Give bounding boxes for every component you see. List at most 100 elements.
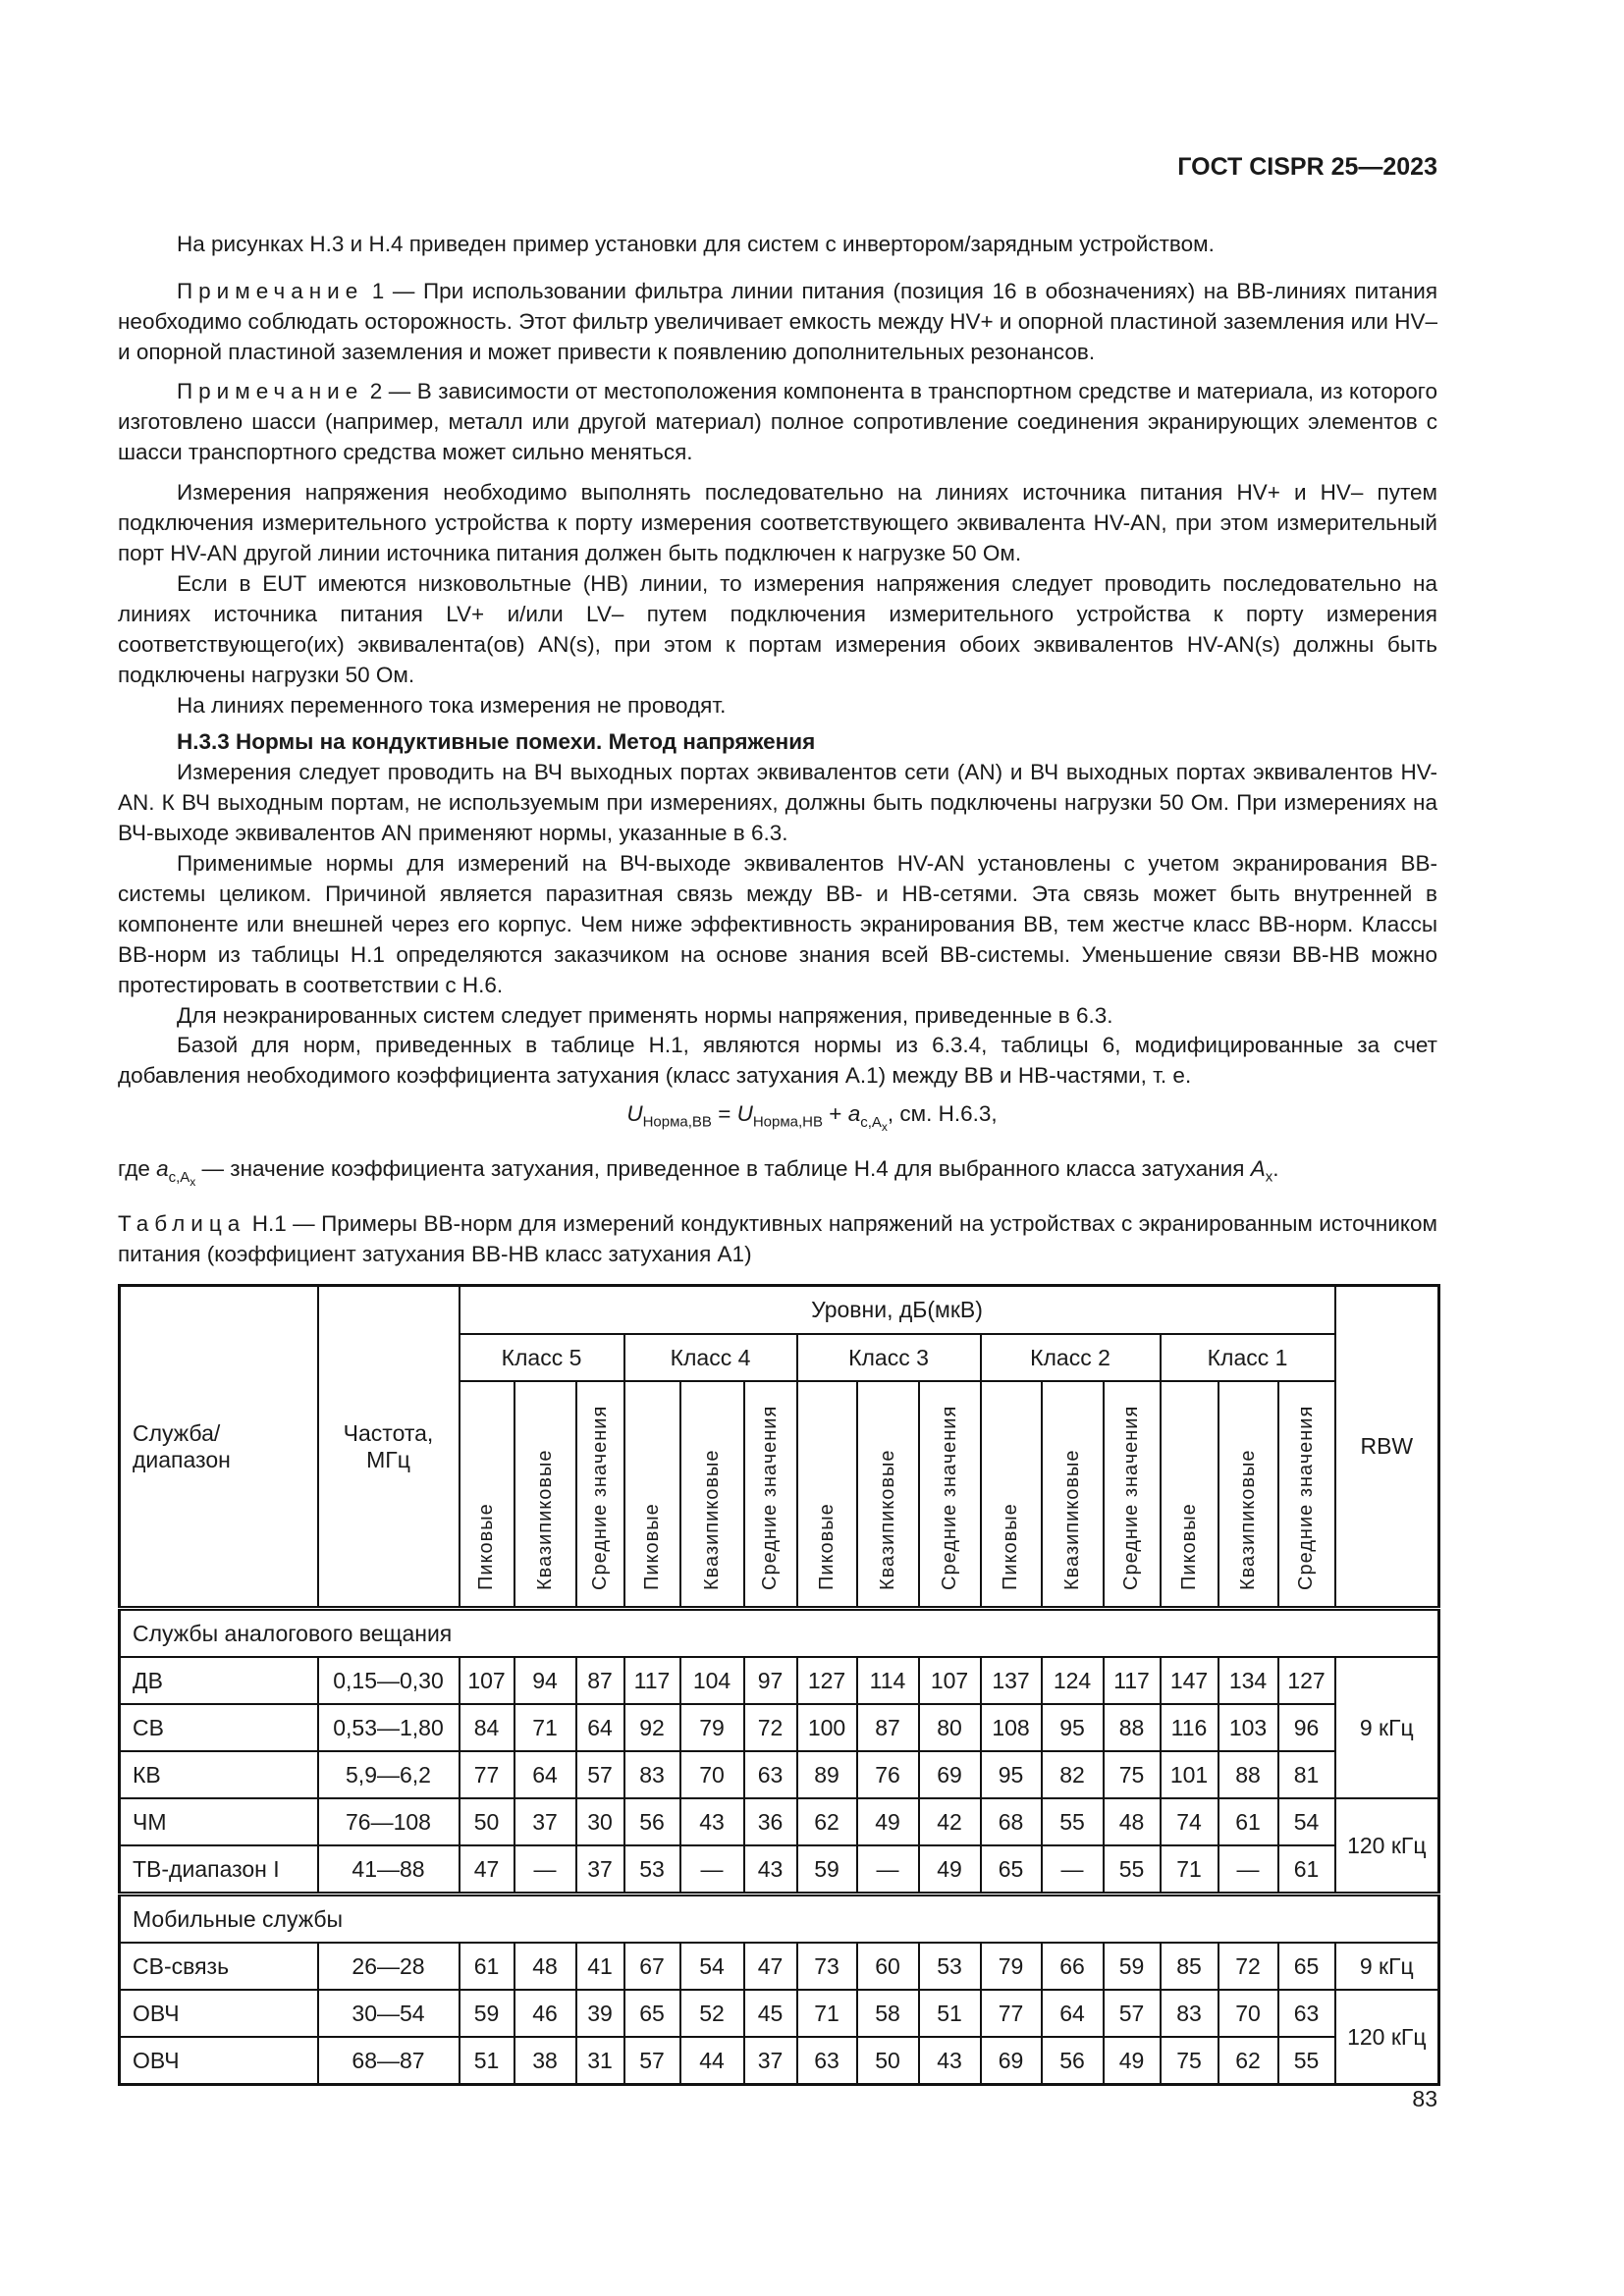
level-value: 68	[979, 1797, 1043, 1846]
level-value: 69	[917, 1750, 982, 1799]
service-name: СВ-связь	[118, 1942, 319, 1991]
header-detector-label: Квазипиковые	[1060, 1449, 1083, 1590]
note-2: Примечание 2 — В зависимости от местопол…	[118, 376, 1437, 467]
level-value: 36	[742, 1797, 798, 1846]
level-value: 84	[458, 1703, 515, 1752]
level-value: 59	[1102, 1942, 1162, 1991]
level-value: 70	[678, 1750, 745, 1799]
detector-header-row: Пиковые Квазипиковые Средние значения Пиков…	[120, 1380, 1439, 1610]
level-value: —	[1040, 1844, 1105, 1896]
frequency-range: 68—87	[316, 2036, 460, 2086]
table-row: ОВЧ 68—87 51 38 31 57 44 37 63 50 43 69 56 49 75 62 55	[118, 2036, 1439, 2086]
level-value: 83	[623, 1750, 681, 1799]
level-value: 42	[917, 1797, 982, 1846]
level-value: 72	[1217, 1942, 1279, 1991]
level-value: 96	[1276, 1703, 1336, 1752]
level-value: 37	[742, 2036, 798, 2086]
level-value: 48	[1102, 1797, 1162, 1846]
section-heading: Н.3.3 Нормы на кондуктивные помехи. Мето…	[177, 729, 816, 754]
paragraph-limits-basis: Базой для норм, приведенных в таблице Н.…	[118, 1033, 1437, 1088]
limits-table: Служба/диапазон Частота, МГц Уровни, дБ(мк…	[118, 1284, 1441, 2086]
paragraph-hv-measurement: Измерения напряжения необходимо выполнят…	[118, 480, 1437, 565]
note-1: Примечание 1 — При использовании фильтра…	[118, 276, 1437, 367]
service-name: ОВЧ	[118, 2036, 319, 2086]
paragraph-rf-ports: Измерения следует проводить на ВЧ выходн…	[118, 760, 1437, 845]
level-value: 69	[979, 2036, 1043, 2086]
level-value: 43	[742, 1844, 798, 1896]
level-value: 63	[1276, 1989, 1336, 2038]
service-name: ЧМ	[118, 1797, 319, 1846]
note-text: 2 — В зависимости от местоположения комп…	[118, 379, 1437, 464]
level-value: 83	[1159, 1989, 1219, 2038]
table-row: ДВ 0,15—0,30 107 94 87 117 104 97 127 114 107 137 12…	[118, 1656, 1440, 1799]
level-value: 71	[513, 1703, 577, 1752]
header-detector: Квазипиковые	[1217, 1380, 1279, 1610]
header-detector: Пиковые	[979, 1380, 1043, 1610]
level-value: 54	[1276, 1797, 1336, 1846]
formula-explanation: где ac,Ax — значение коэффициента затуха…	[118, 1156, 1279, 1189]
level-value: 62	[1217, 2036, 1279, 2086]
header-detector-label: Средние значения	[938, 1405, 960, 1590]
level-value: 53	[917, 1942, 982, 1991]
level-value: 56	[1040, 2036, 1105, 2086]
level-value: 31	[574, 2036, 625, 2086]
frequency-range: 41—88	[316, 1844, 460, 1896]
formula: UНорма,ВВ = UНорма,НВ + ac,Ax, см. Н.6.3…	[626, 1101, 998, 1134]
frequency-range: 5,9—6,2	[316, 1750, 460, 1799]
level-value: 64	[574, 1703, 625, 1752]
level-value: 92	[623, 1703, 681, 1752]
header-detector-label: Средние значения	[1120, 1405, 1142, 1590]
level-value: 65	[1276, 1942, 1336, 1991]
level-value: 50	[855, 2036, 920, 2086]
level-value: 55	[1102, 1844, 1162, 1896]
header-service: Служба/диапазон	[118, 1284, 319, 1610]
table-row: ТВ-диапазон I 41—88 47—37 53—43 59—49 65—55 71…	[118, 1844, 1439, 1896]
header-detector-label: Пиковые	[640, 1503, 663, 1590]
header-class: Класс 4	[623, 1333, 798, 1382]
level-value: —	[855, 1844, 920, 1896]
note-text: 1 — При использовании фильтра линии пита…	[118, 279, 1437, 364]
level-value: 71	[1159, 1844, 1219, 1896]
header-detector-label: Средние значения	[1295, 1405, 1318, 1590]
level-value: 47	[458, 1844, 515, 1896]
frequency-range: 26—28	[316, 1942, 460, 1991]
paragraph-lv-measurement: Если в EUT имеются низковольтные (НВ) ли…	[118, 571, 1437, 687]
level-value: —	[513, 1844, 577, 1896]
header-detector-label: Пиковые	[475, 1503, 497, 1590]
level-value: 87	[855, 1703, 920, 1752]
level-value: 116	[1159, 1703, 1219, 1752]
header-detector-label: Квазипиковые	[876, 1449, 898, 1590]
level-value: 62	[795, 1797, 858, 1846]
level-value: 87	[574, 1656, 625, 1705]
section-title: Мобильные службы	[118, 1892, 1440, 1944]
level-value: 74	[1159, 1797, 1219, 1846]
level-value: 55	[1040, 1797, 1105, 1846]
header-detector-label: Пиковые	[1177, 1503, 1200, 1590]
header-detector: Квазипиковые	[1040, 1380, 1105, 1610]
table-row: СВ-связь 26—28 61 48 41 67 54 47 73 60 53 79 66 59 85 7…	[118, 1942, 1440, 1991]
header-detector: Пиковые	[458, 1380, 515, 1610]
service-name: ТВ-диапазон I	[118, 1844, 319, 1896]
level-value: 39	[574, 1989, 625, 2038]
level-value: 58	[855, 1989, 920, 2038]
section-row: Мобильные службы	[118, 1892, 1440, 1944]
level-value: 75	[1102, 1750, 1162, 1799]
level-value: 147	[1159, 1656, 1219, 1705]
level-value: 77	[458, 1750, 515, 1799]
header-detector-label: Квазипиковые	[700, 1449, 723, 1590]
level-value: 64	[513, 1750, 577, 1799]
rbw-value: 9 кГц	[1333, 1656, 1440, 1799]
level-value: 97	[742, 1656, 798, 1705]
paragraph-figures: На рисунках Н.3 и Н.4 приведен пример ус…	[177, 232, 1215, 256]
level-value: 50	[458, 1797, 515, 1846]
paragraph-ac-lines: На линиях переменного тока измерения не …	[177, 693, 727, 718]
level-value: 49	[855, 1797, 920, 1846]
level-value: 103	[1217, 1703, 1279, 1752]
level-value: 100	[795, 1703, 858, 1752]
level-value: 37	[513, 1797, 577, 1846]
level-value: 53	[623, 1844, 681, 1896]
level-value: —	[678, 1844, 745, 1896]
table-row: КВ 5,9—6,2 77 64 57 83 70 63 89 76 69 95 82 75 101 88 81	[118, 1750, 1439, 1799]
level-value: 73	[795, 1942, 858, 1991]
header-detector: Квазипиковые	[513, 1380, 577, 1610]
